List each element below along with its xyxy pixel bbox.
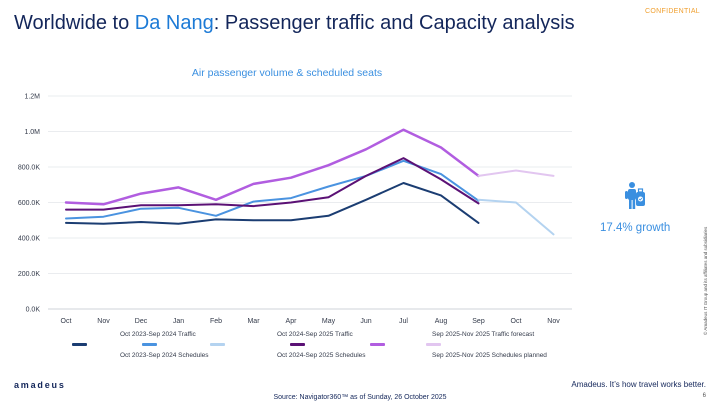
x-tick-label: Jul bbox=[399, 318, 408, 325]
traveler-luggage-icon bbox=[625, 182, 645, 209]
x-tick-label: Oct bbox=[61, 318, 72, 325]
legend-label-traffic-2324: Oct 2023-Sep 2024 Traffic bbox=[120, 331, 196, 338]
legend-swatch-schedules-2324 bbox=[142, 343, 157, 346]
x-tick-label: Sep bbox=[472, 318, 485, 325]
legend-swatch-traffic-2324 bbox=[72, 343, 87, 346]
x-tick-label: Feb bbox=[210, 318, 222, 325]
x-tick-label: Nov bbox=[97, 318, 110, 325]
legend-label-schedules-2425: Oct 2024-Sep 2025 Schedules bbox=[277, 352, 366, 359]
legend-swatch-traffic-2425 bbox=[290, 343, 305, 346]
legend-swatch-schedules-2425 bbox=[370, 343, 385, 346]
y-tick-label: 800.0K bbox=[18, 165, 41, 172]
chart-title: Air passenger volume & scheduled seats bbox=[191, 67, 383, 79]
title-prefix: Worldwide to bbox=[14, 12, 135, 34]
y-tick-label: 1.2M bbox=[24, 94, 40, 101]
amadeus-logo: amadeus bbox=[14, 380, 66, 390]
series-line-2 bbox=[477, 198, 555, 236]
confidential-label: CONFIDENTIAL bbox=[645, 8, 700, 15]
legend-swatch-traffic-forecast bbox=[210, 343, 225, 346]
title-suffix: : Passenger traffic and Capacity analysi… bbox=[213, 12, 575, 34]
legend-label-traffic-2425: Oct 2024-Sep 2025 Traffic bbox=[277, 331, 353, 338]
page-number: 6 bbox=[702, 393, 706, 399]
copyright-text: © Amadeus IT Group and its affiliates an… bbox=[703, 226, 708, 335]
x-tick-label: Apr bbox=[286, 318, 298, 325]
y-tick-label: 200.0K bbox=[18, 271, 41, 278]
y-tick-label: 400.0K bbox=[18, 236, 41, 243]
y-tick-label: 600.0K bbox=[18, 200, 41, 207]
x-tick-label: Nov bbox=[547, 318, 560, 325]
legend-label-schedules-2324: Oct 2023-Sep 2024 Schedules bbox=[120, 352, 209, 359]
source-note: Source: Navigator360™ as of Sunday, 26 O… bbox=[273, 394, 447, 401]
series-line-1 bbox=[65, 159, 480, 220]
y-tick-label: 1.0M bbox=[24, 129, 40, 136]
title-highlight: Da Nang bbox=[134, 12, 214, 34]
growth-stat: 17.4% growth bbox=[600, 222, 671, 234]
series-line-4 bbox=[64, 128, 480, 206]
y-tick-label: 0.0K bbox=[26, 307, 41, 314]
line-chart: 0.0K 200.0K 400.0K 600.0K 800.0K 1.0M 1.2M Oct N… bbox=[18, 94, 572, 325]
series-line-5 bbox=[477, 169, 555, 177]
series-line-3 bbox=[65, 157, 480, 211]
x-tick-label: Dec bbox=[135, 318, 148, 325]
x-tick-label: Oct bbox=[511, 318, 522, 325]
legend-label-schedules-planned: Sep 2025-Nov 2025 Schedules planned bbox=[432, 352, 547, 359]
legend-label-traffic-forecast: Sep 2025-Nov 2025 Traffic forecast bbox=[432, 331, 535, 338]
page-title: Worldwide to Da Nang: Passenger traffic … bbox=[14, 12, 575, 35]
legend-swatch-schedules-planned bbox=[426, 343, 441, 346]
x-tick-label: May bbox=[322, 318, 336, 325]
x-tick-label: Jan bbox=[173, 318, 184, 325]
tagline: Amadeus. It’s how travel works better. bbox=[571, 380, 706, 389]
x-tick-label: Aug bbox=[435, 318, 448, 325]
x-tick-label: Mar bbox=[247, 318, 260, 325]
x-tick-label: Jun bbox=[360, 318, 371, 325]
series-line-0 bbox=[65, 182, 480, 225]
